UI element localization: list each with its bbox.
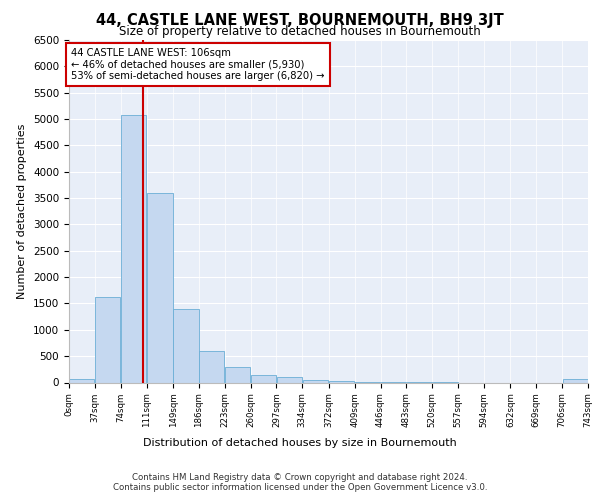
Bar [225, 367, 250, 382]
Bar [563, 380, 587, 382]
Bar [121, 115, 146, 382]
Bar [70, 380, 94, 382]
Bar [277, 377, 302, 382]
Bar [173, 308, 199, 382]
Text: 44 CASTLE LANE WEST: 106sqm
← 46% of detached houses are smaller (5,930)
53% of : 44 CASTLE LANE WEST: 106sqm ← 46% of det… [71, 48, 325, 81]
Bar [251, 374, 276, 382]
Text: Size of property relative to detached houses in Bournemouth: Size of property relative to detached ho… [119, 25, 481, 38]
Bar [303, 380, 328, 382]
Bar [199, 352, 224, 382]
Bar [95, 297, 121, 382]
Y-axis label: Number of detached properties: Number of detached properties [17, 124, 28, 299]
Bar [147, 193, 173, 382]
Bar [329, 381, 355, 382]
Text: Distribution of detached houses by size in Bournemouth: Distribution of detached houses by size … [143, 438, 457, 448]
Text: 44, CASTLE LANE WEST, BOURNEMOUTH, BH9 3JT: 44, CASTLE LANE WEST, BOURNEMOUTH, BH9 3… [96, 12, 504, 28]
Text: Contains HM Land Registry data © Crown copyright and database right 2024.
Contai: Contains HM Land Registry data © Crown c… [113, 473, 487, 492]
